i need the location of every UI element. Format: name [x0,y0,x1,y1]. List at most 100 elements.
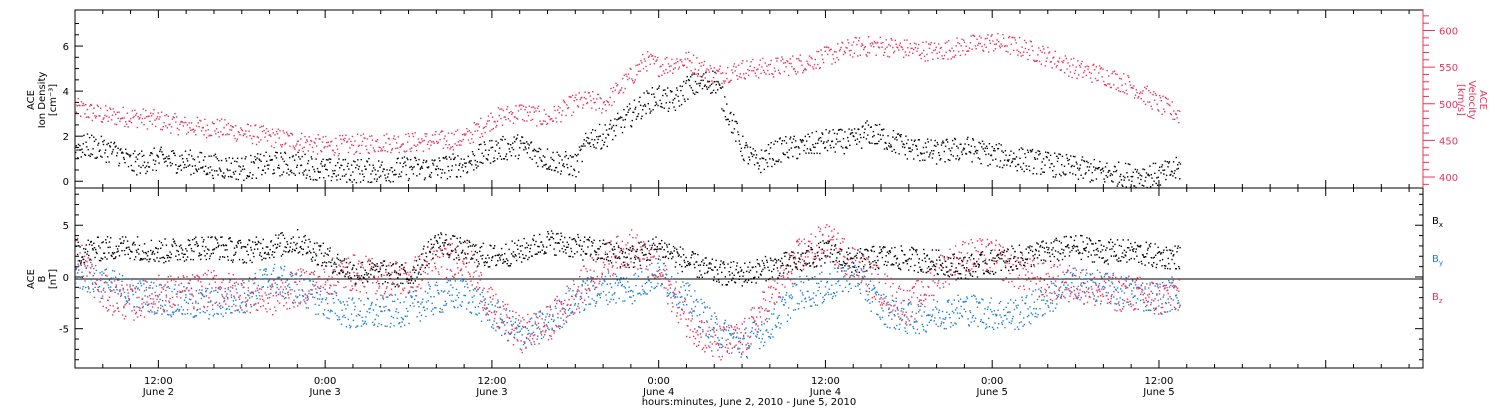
by-point [617,284,619,287]
by-point [344,316,346,319]
density-point [1132,171,1134,173]
by-point [149,284,151,287]
by-point [353,302,355,304]
legend-bz: Bz [1432,292,1443,305]
by-point [400,316,403,319]
density-point [966,138,968,140]
by-point [741,343,743,346]
velocity-point [847,42,850,44]
velocity-point [404,151,406,153]
density-point [619,117,621,120]
by-point [717,343,720,345]
density-point [280,152,282,154]
by-point [852,275,854,277]
by-point [127,292,129,294]
velocity-point [868,36,870,38]
density-point [885,142,887,144]
density-point [99,149,101,151]
by-point [380,324,383,326]
density-point [120,148,122,150]
velocity-point [1051,67,1053,69]
velocity-point [313,141,315,143]
density-point [1108,169,1110,172]
by-point [756,336,758,338]
velocity-point [755,75,757,77]
by-point [732,337,734,339]
velocity-point [446,140,448,142]
by-point [379,306,381,308]
density-point [249,172,251,174]
by-point [257,284,259,287]
by-point [671,278,673,280]
by-point [549,314,551,316]
velocity-point [480,117,482,120]
x-tick-time-label: 12:00 [811,376,840,387]
velocity-point [475,124,477,126]
velocity-point [577,105,579,107]
density-point [471,164,473,166]
by-point [577,305,579,307]
density-point [646,90,648,92]
by-point [213,313,216,315]
density-point [939,159,941,161]
density-point [818,137,820,140]
by-point [128,299,130,301]
density-point [118,165,120,167]
density-point [796,157,799,160]
by-point [563,323,565,325]
by-point [128,298,131,300]
density-point [353,179,355,181]
density-point [1155,182,1157,185]
density-point [87,149,89,151]
density-point [913,140,916,142]
by-point [206,309,208,312]
density-point [954,138,957,141]
density-point [665,102,667,104]
by-point [840,267,842,269]
velocity-point [693,72,696,74]
density-ylabel-l2: Ion Density [37,72,48,129]
velocity-point [126,112,129,114]
density-point [163,158,165,160]
by-point [507,331,510,333]
density-point [1118,161,1120,163]
density-point [294,174,296,176]
by-point [170,314,172,316]
velocity-point [657,75,660,77]
by-point [573,283,575,286]
density-point [285,163,287,165]
density-point [848,128,850,130]
density-point [599,135,601,137]
density-point [369,181,371,184]
by-point [889,327,891,329]
velocity-point [943,54,946,57]
density-point [743,159,745,162]
density-point [918,139,920,141]
by-point [277,276,279,278]
velocity-point [585,98,587,100]
velocity-point [111,114,114,116]
velocity-point [567,107,570,109]
density-point [341,164,343,167]
velocity-point [513,116,515,118]
velocity-point [434,133,436,136]
density-point [275,151,277,153]
density-point [484,143,486,146]
density-point [716,80,718,83]
velocity-point [1130,87,1132,89]
density-point [1111,180,1113,182]
by-point [132,293,134,296]
velocity-point [900,45,902,48]
by-point [1035,308,1037,310]
by-point [140,282,142,284]
density-point [348,168,350,170]
by-point [855,266,857,269]
by-point [778,314,780,317]
by-point [923,311,925,313]
by-point [803,306,805,309]
velocity-point [1013,49,1015,52]
density-point [940,158,942,160]
density-point [605,129,608,131]
velocity-point [527,114,530,117]
